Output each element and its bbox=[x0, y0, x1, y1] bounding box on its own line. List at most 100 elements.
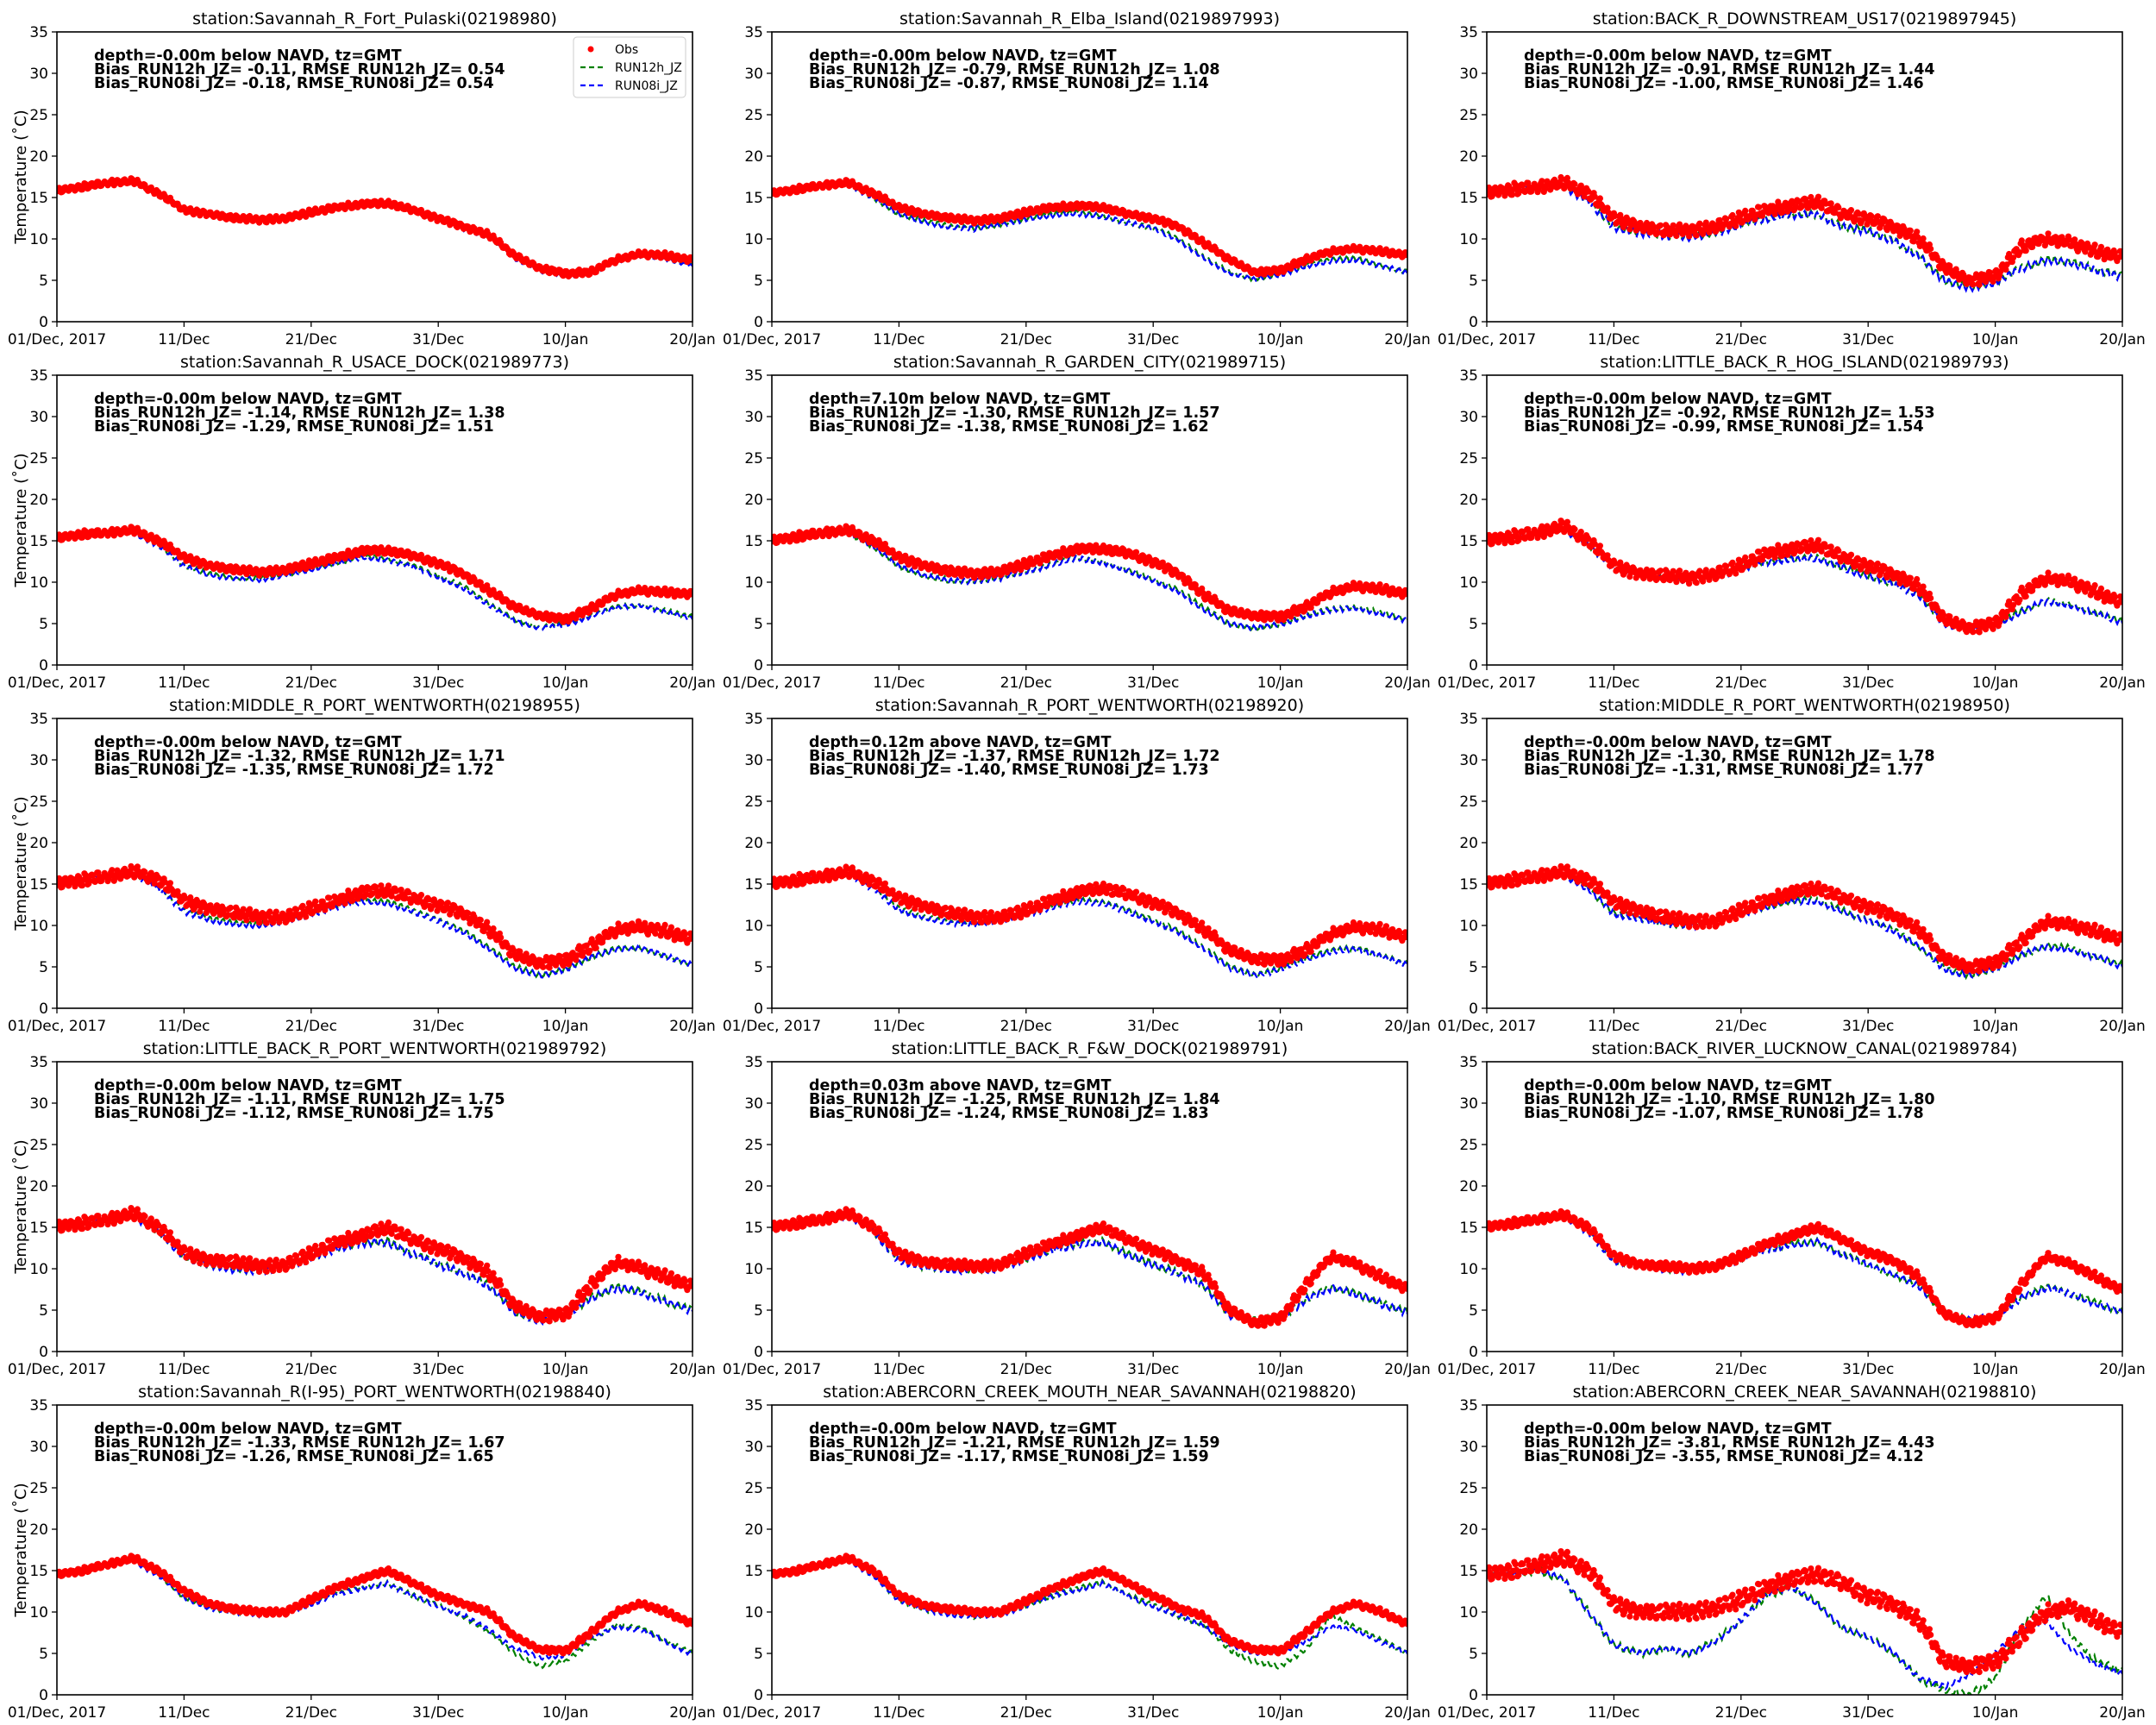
x-tick-label: 31/Dec bbox=[1842, 331, 1894, 348]
y-tick-label: 20 bbox=[1459, 492, 1478, 509]
axes-frame bbox=[1486, 31, 2123, 323]
obs-point bbox=[147, 869, 154, 876]
obs-point bbox=[1677, 568, 1683, 574]
obs-point bbox=[560, 962, 567, 969]
obs-point bbox=[2071, 575, 2078, 582]
obs-point bbox=[2091, 582, 2098, 589]
obs-point bbox=[1673, 579, 1680, 586]
obs-point bbox=[498, 934, 505, 941]
obs-point bbox=[1868, 212, 1875, 220]
obs-point bbox=[1693, 580, 1700, 586]
obs-point bbox=[881, 880, 888, 887]
obs-point bbox=[1571, 180, 1578, 188]
obs-point bbox=[1874, 560, 1881, 568]
obs-point bbox=[510, 947, 517, 954]
y-tick-label: 10 bbox=[29, 231, 48, 248]
y-tick-label: 5 bbox=[39, 273, 48, 290]
obs-point bbox=[444, 900, 451, 906]
obs-point bbox=[1814, 193, 1822, 200]
obs-point bbox=[1596, 195, 1603, 202]
axes-frame bbox=[1486, 374, 2123, 666]
obs-point bbox=[417, 892, 425, 899]
y-tick-label: 0 bbox=[754, 314, 763, 331]
y-tick-label: 35 bbox=[29, 711, 48, 728]
obs-point bbox=[1564, 518, 1570, 525]
y-tick-label: 15 bbox=[1459, 533, 1478, 550]
obs-point bbox=[1205, 925, 1212, 932]
obs-point bbox=[942, 904, 949, 912]
obs-point bbox=[1827, 543, 1834, 550]
obs-point bbox=[1713, 574, 1720, 581]
legend-entry: RUN12h_JZ bbox=[615, 61, 682, 75]
y-tick-label: 30 bbox=[744, 66, 763, 83]
y-tick-label: 20 bbox=[29, 148, 48, 166]
plot-area bbox=[57, 862, 693, 979]
y-tick-label: 10 bbox=[29, 918, 48, 935]
obs-point bbox=[586, 947, 593, 954]
obs-point bbox=[2082, 248, 2089, 255]
obs-point bbox=[1723, 216, 1730, 223]
obs-point bbox=[1657, 222, 1664, 229]
obs-point bbox=[1014, 904, 1021, 911]
obs-point bbox=[1733, 570, 1739, 577]
stats-annotation: Bias_RUN12h_JZ= -1.30, RMSE_RUN12h_JZ= 1… bbox=[809, 405, 1220, 422]
y-tick-label: 15 bbox=[744, 533, 763, 550]
obs-point bbox=[1673, 232, 1680, 240]
obs-point bbox=[1585, 536, 1592, 543]
y-tick-label: 15 bbox=[29, 190, 48, 207]
y-tick-label: 25 bbox=[744, 107, 763, 124]
obs-point bbox=[1729, 211, 1736, 219]
obs-point bbox=[1895, 223, 1902, 229]
obs-point bbox=[1713, 227, 1720, 234]
y-tick-label: 15 bbox=[29, 533, 48, 550]
series-obs bbox=[772, 523, 1407, 624]
obs-point bbox=[349, 897, 356, 904]
obs-point bbox=[2002, 267, 2009, 273]
x-tick-label: 20/Jan bbox=[1384, 674, 1431, 692]
obs-point bbox=[1508, 191, 1516, 198]
obs-point bbox=[109, 867, 116, 874]
y-tick-label: 0 bbox=[39, 657, 48, 674]
y-tick-label: 5 bbox=[39, 959, 48, 976]
y-tick-label: 15 bbox=[1459, 190, 1478, 207]
x-tick-label: 31/Dec bbox=[412, 1018, 464, 1035]
obs-point bbox=[1742, 207, 1749, 214]
stats-annotation: Bias_RUN08i_JZ= -1.29, RMSE_RUN08i_JZ= 1… bbox=[94, 418, 494, 436]
plot-area bbox=[772, 863, 1407, 981]
x-tick-label: 10/Jan bbox=[542, 674, 589, 692]
obs-point bbox=[227, 904, 234, 912]
obs-point bbox=[2022, 593, 2029, 600]
obs-point bbox=[540, 963, 547, 970]
obs-point bbox=[2002, 613, 2009, 621]
y-tick-label: 0 bbox=[1469, 314, 1478, 331]
obs-point bbox=[283, 918, 291, 925]
obs-point bbox=[2118, 593, 2122, 601]
y-tick-label: 20 bbox=[744, 492, 763, 509]
series-run08i-line bbox=[1487, 179, 2122, 293]
obs-point bbox=[1990, 625, 1996, 632]
obs-point bbox=[2016, 596, 2023, 604]
obs-point bbox=[1779, 209, 1786, 216]
obs-point bbox=[1376, 581, 1383, 588]
y-tick-label: 5 bbox=[39, 616, 48, 633]
x-tick-label: 21/Dec bbox=[1715, 674, 1767, 692]
obs-point bbox=[1812, 547, 1819, 554]
obs-point bbox=[1670, 222, 1677, 229]
obs-point bbox=[1716, 564, 1723, 571]
series-run08i-line bbox=[57, 529, 693, 631]
obs-point bbox=[1940, 260, 1946, 267]
obs-point bbox=[1192, 917, 1199, 924]
obs-point bbox=[958, 916, 965, 923]
x-tick-label: 21/Dec bbox=[285, 331, 337, 348]
series-run08i-line bbox=[772, 871, 1407, 981]
x-tick-label: 11/Dec bbox=[158, 331, 210, 348]
obs-point bbox=[1596, 543, 1603, 549]
obs-point bbox=[942, 564, 949, 571]
obs-point bbox=[1097, 889, 1104, 896]
stats-annotation: depth=-0.00m below NAVD, tz=GMT bbox=[1524, 47, 1832, 65]
series-obs bbox=[772, 863, 1407, 968]
obs-point bbox=[398, 887, 404, 894]
obs-point bbox=[405, 889, 412, 896]
obs-point bbox=[1577, 529, 1584, 536]
